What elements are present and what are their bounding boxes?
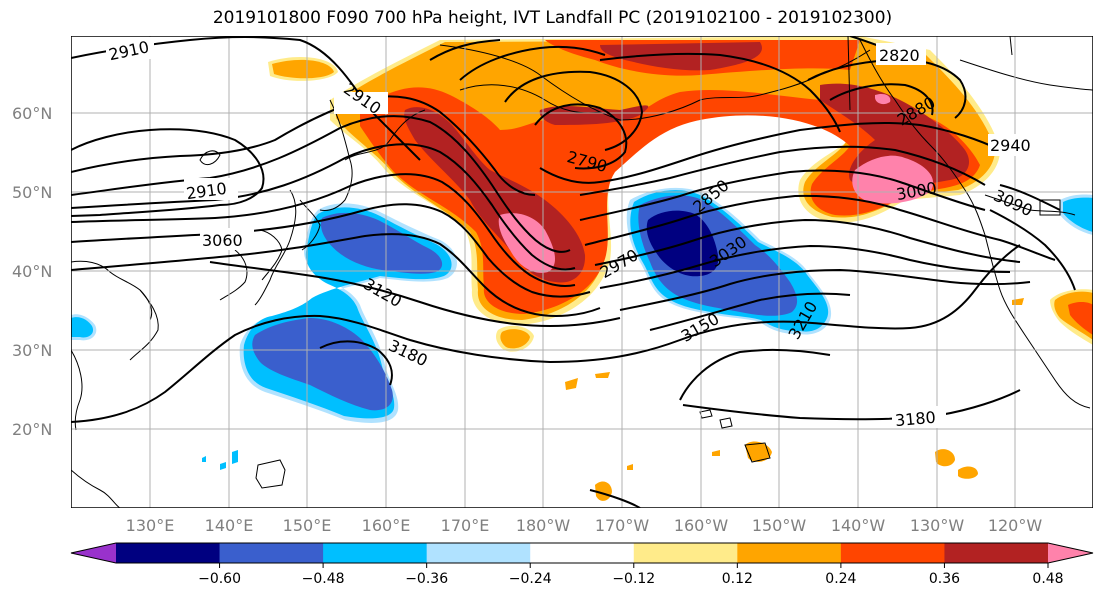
- colorbar-tick-label: −0.12: [612, 571, 655, 587]
- ivt-positive-fill-south: [496, 289, 1093, 501]
- colorbar-extend-min: [71, 543, 116, 563]
- colorbar-tick-label: −0.24: [509, 571, 552, 587]
- map-area: 2910 2820 2910 2880 2940 2790 2910 2850 …: [71, 36, 1093, 508]
- lon-label: 180°W: [516, 516, 571, 535]
- lon-label: 120°W: [988, 516, 1043, 535]
- ivt-positive-fill-north: [268, 36, 1000, 325]
- colorbar-segment: [116, 543, 221, 563]
- colorbar-segment: [944, 543, 1049, 563]
- lat-label: 20°N: [12, 420, 52, 439]
- colorbar-outline: [70, 542, 1094, 564]
- lat-label: 30°N: [12, 341, 52, 360]
- latitude-labels: 60°N 50°N 40°N 30°N 20°N: [12, 104, 52, 439]
- colorbar-segment: [530, 543, 635, 563]
- lon-label: 130°E: [126, 516, 175, 535]
- colorbar-segment: [737, 543, 842, 563]
- colorbar-segment: [323, 543, 428, 563]
- colorbar-segment: [840, 543, 945, 563]
- colorbar-tick-label: 0.12: [722, 571, 753, 587]
- contour-label: 2820: [879, 46, 920, 65]
- map-title: 2019101800 F090 700 hPa height, IVT Land…: [212, 8, 893, 28]
- lon-label: 130°W: [910, 516, 965, 535]
- coastlines: [71, 36, 1093, 508]
- colorbar-segment: [426, 543, 531, 563]
- longitude-labels: 130°E 140°E 150°E 160°E 170°E 180°W 170°…: [126, 516, 1043, 535]
- lon-label: 150°E: [283, 516, 332, 535]
- lat-label: 40°N: [12, 262, 52, 281]
- colorbar-extend-max: [1048, 543, 1093, 563]
- lat-label: 60°N: [12, 104, 52, 123]
- lon-label: 170°E: [441, 516, 490, 535]
- colorbar: −0.60 −0.48 −0.36 −0.24 −0.12 0.12 0.24 0.36 0.4…: [70, 542, 1094, 587]
- colorbar-segment: [219, 543, 324, 563]
- colorbar-tick-label: −0.60: [198, 571, 241, 587]
- colorbar-tick-label: 0.36: [929, 571, 960, 587]
- colorbar-tick-label: 0.24: [825, 571, 856, 587]
- lon-label: 170°W: [595, 516, 650, 535]
- contour-label: 3180: [894, 408, 936, 430]
- height-contours: [71, 36, 1076, 508]
- lon-label: 140°W: [831, 516, 886, 535]
- colorbar-segment: [633, 543, 738, 563]
- contour-label: 2940: [990, 136, 1031, 155]
- lon-label: 150°W: [752, 516, 807, 535]
- colorbar-tick-label: −0.36: [405, 571, 448, 587]
- lon-label: 140°E: [205, 516, 254, 535]
- colorbar-tick-label: 0.48: [1032, 571, 1063, 587]
- colorbar-tick-label: −0.48: [302, 571, 345, 587]
- lon-label: 160°W: [674, 516, 729, 535]
- lon-label: 160°E: [362, 516, 411, 535]
- contour-label: 3060: [202, 231, 243, 250]
- gridlines: [71, 36, 1093, 508]
- lat-label: 50°N: [12, 183, 52, 202]
